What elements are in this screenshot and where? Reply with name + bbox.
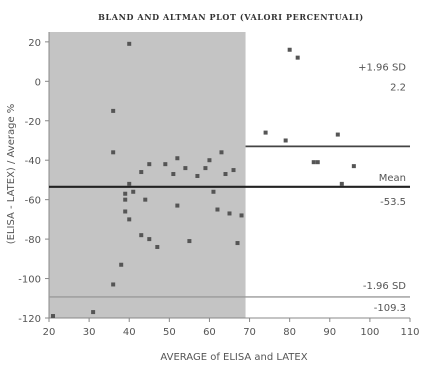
data-point: [119, 262, 124, 267]
data-point: [203, 166, 208, 171]
x-tick-label: 90: [323, 327, 336, 338]
data-point: [127, 41, 132, 46]
data-point: [187, 239, 192, 244]
y-tick-label: -60: [25, 196, 41, 207]
data-point: [155, 244, 160, 249]
data-point: [311, 160, 316, 165]
data-point: [51, 314, 56, 319]
data-point: [175, 203, 180, 208]
data-point: [139, 233, 144, 238]
x-tick-label: 110: [400, 327, 419, 338]
data-point: [111, 282, 116, 287]
x-tick-label: 50: [163, 327, 176, 338]
data-point: [171, 172, 176, 177]
data-point: [139, 170, 144, 175]
data-point: [315, 160, 320, 165]
data-point: [219, 150, 224, 155]
reference-label-lower-loa: -1.96 SD: [363, 281, 406, 292]
data-point: [287, 47, 292, 52]
y-tick-label: -80: [25, 235, 41, 246]
data-point: [147, 162, 152, 167]
y-tick-label: -40: [25, 156, 41, 167]
data-point: [283, 138, 288, 143]
data-point: [91, 310, 96, 315]
data-point: [231, 168, 236, 173]
data-point: [295, 55, 300, 60]
y-axis-label: (ELISA - LATEX) / Average %: [6, 104, 17, 245]
data-point: [183, 166, 188, 171]
data-point: [147, 237, 152, 242]
data-point: [223, 172, 228, 177]
chart-title: BLAND AND ALTMAN PLOT (VALORI PERCENTUAL…: [98, 12, 364, 22]
reference-value-lower-loa: -109.3: [374, 303, 406, 314]
x-tick-label: 80: [283, 327, 296, 338]
data-point: [123, 209, 128, 214]
reference-value-mean: -53.5: [380, 197, 406, 208]
data-point: [339, 181, 344, 186]
data-point: [351, 164, 356, 169]
data-point: [123, 191, 128, 196]
x-tick-label: 70: [243, 327, 256, 338]
shaded-region: [49, 32, 246, 318]
plot-area: 20 30 40 50 60 70 80 90 100 110 20 0 -20 -40 -60 -80 -10…: [18, 32, 420, 338]
x-tick-label: 100: [360, 327, 379, 338]
data-point: [335, 132, 340, 137]
y-tick-label: -120: [18, 314, 41, 325]
reference-label-mean: Mean: [379, 173, 406, 184]
data-point: [127, 217, 132, 222]
data-point: [131, 189, 136, 194]
x-axis-label: AVERAGE of ELISA and LATEX: [160, 352, 307, 363]
data-point: [163, 162, 168, 167]
data-point: [215, 207, 220, 212]
data-point: [111, 108, 116, 113]
data-point: [111, 150, 116, 155]
data-point: [123, 197, 128, 202]
data-point: [211, 189, 216, 194]
data-point: [127, 181, 132, 186]
reference-value-upper-loa: 2.2: [390, 82, 406, 93]
x-tick-label: 20: [43, 327, 56, 338]
x-tick-label: 40: [123, 327, 136, 338]
y-tick-label: 20: [28, 38, 41, 49]
data-point: [227, 211, 232, 216]
y-tick-label: -100: [18, 275, 41, 286]
x-tick-label: 60: [203, 327, 216, 338]
data-point: [235, 241, 240, 246]
data-point: [143, 197, 148, 202]
y-tick-label: 0: [35, 77, 41, 88]
data-point: [239, 213, 244, 218]
x-tick-label: 30: [83, 327, 96, 338]
reference-label-upper-loa: +1.96 SD: [358, 62, 406, 73]
data-point: [195, 173, 200, 178]
data-point: [207, 158, 212, 163]
y-tick-label: -20: [25, 117, 41, 128]
data-point: [263, 130, 268, 135]
data-point: [175, 156, 180, 161]
